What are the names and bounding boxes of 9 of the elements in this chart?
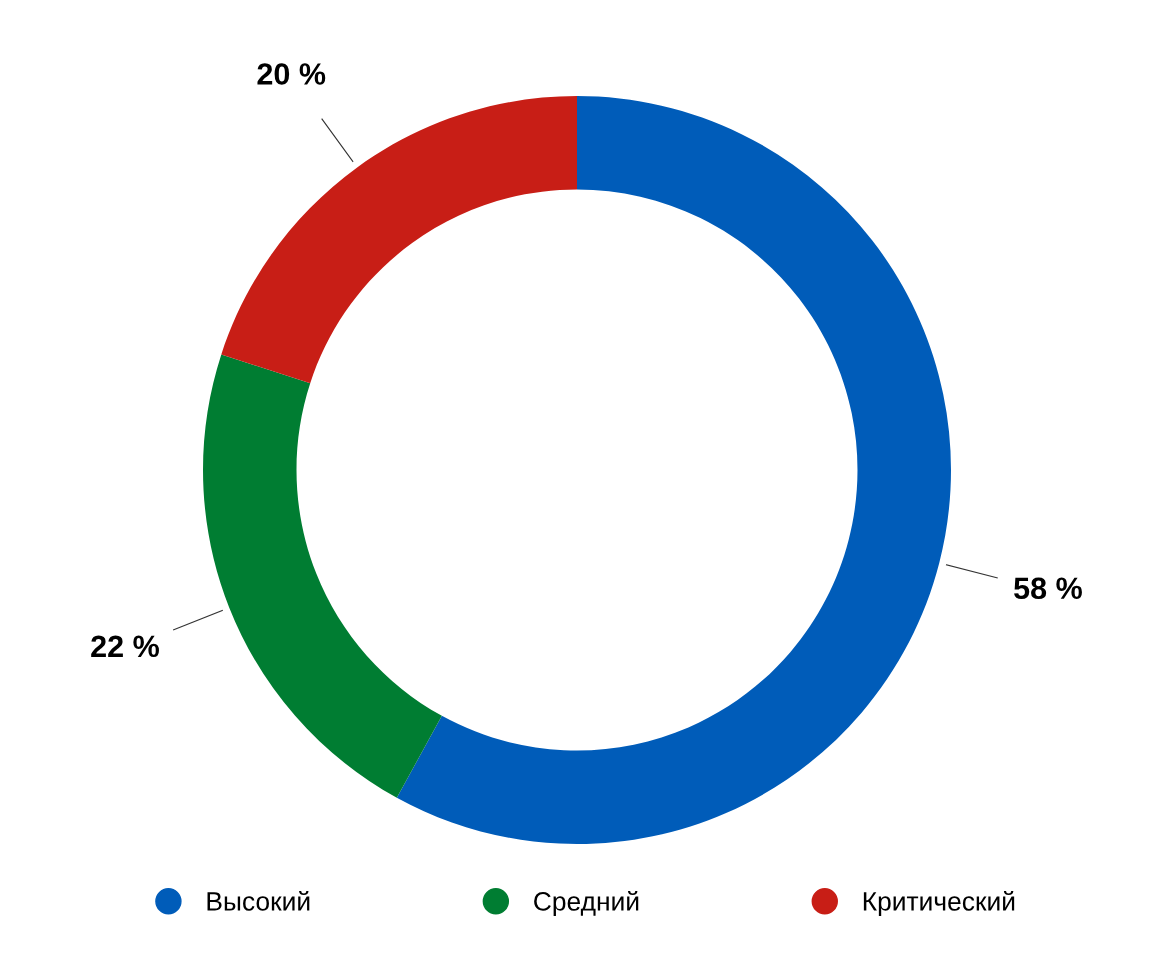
donut-slice bbox=[221, 96, 577, 384]
legend-label: Высокий bbox=[207, 890, 310, 911]
donut-slice bbox=[203, 354, 442, 798]
data-label: 20 % bbox=[257, 63, 326, 85]
legend-label: Критический bbox=[863, 890, 1015, 916]
data-label: 58 % bbox=[1014, 577, 1082, 600]
legend-label: Средний bbox=[534, 890, 639, 916]
donut-slice bbox=[396, 96, 951, 844]
data-label: 22 % bbox=[91, 635, 159, 658]
